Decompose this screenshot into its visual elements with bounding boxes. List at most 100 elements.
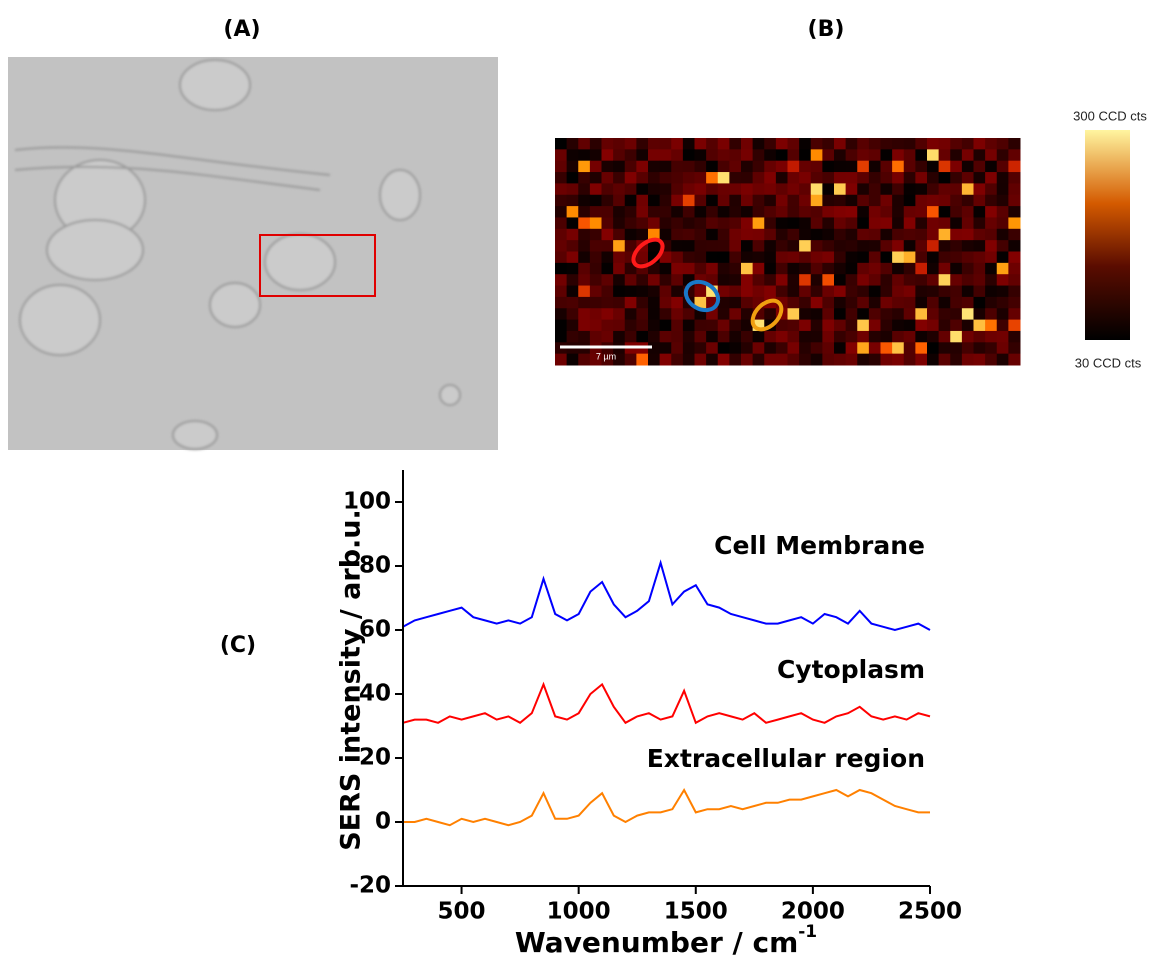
heatmap-cell [973, 330, 986, 343]
heatmap-cell [915, 274, 928, 287]
heatmap-cell [601, 240, 614, 252]
heatmap-cell [822, 183, 835, 196]
heatmap-cell [613, 206, 626, 218]
heatmap-cell [636, 206, 649, 218]
heatmap-cell [1008, 342, 1021, 355]
heatmap-cell [648, 138, 661, 150]
heatmap-cell [555, 183, 568, 196]
heatmap-cell [555, 274, 568, 287]
heatmap-cell [799, 138, 812, 150]
heatmap-cell [892, 183, 905, 196]
heatmap-cell [659, 251, 672, 264]
heatmap-cell [868, 262, 881, 275]
heatmap-cell [961, 149, 974, 162]
heatmap-cell [892, 353, 905, 366]
heatmap-cell [589, 138, 602, 150]
heatmap-cell [648, 353, 661, 366]
heatmap-cell [787, 274, 800, 287]
heatmap-cell [880, 217, 893, 230]
heatmap-cell [566, 308, 579, 321]
heatmap-cell [950, 172, 963, 184]
heatmap-cell [601, 285, 614, 298]
heatmap-cell [950, 353, 963, 366]
heatmap-cell [1008, 296, 1021, 309]
heatmap-cell [589, 172, 602, 184]
heatmap-cell [1008, 319, 1021, 332]
heatmap-cell [880, 296, 893, 309]
heatmap-cell [903, 330, 916, 343]
heatmap-cell [775, 330, 788, 343]
heatmap-cell [566, 217, 579, 230]
heatmap-cell [845, 308, 858, 321]
heatmap-cell [834, 138, 847, 150]
heatmap-cell [624, 330, 637, 343]
heatmap-cell [659, 228, 672, 241]
heatmap-cell [973, 206, 986, 218]
heatmap-cell [892, 206, 905, 218]
heatmap-cell [810, 183, 823, 196]
heatmap-cell [973, 319, 986, 332]
heatmap-cell [961, 319, 974, 332]
heatmap-cell [775, 160, 788, 173]
heatmap-cell [659, 160, 672, 173]
heatmap-cell [671, 330, 684, 343]
heatmap-cell [659, 194, 672, 207]
heatmap-cell [752, 262, 765, 275]
heatmap-cell [973, 262, 986, 275]
heatmap-cell [624, 285, 637, 298]
heatmap-cell [787, 217, 800, 230]
heatmap-cell [903, 274, 916, 287]
heatmap-cell [996, 308, 1009, 321]
heatmap-cell [985, 206, 998, 218]
heatmap-cell [857, 274, 870, 287]
heatmap-cell [996, 228, 1009, 241]
heatmap-cell [555, 285, 568, 298]
heatmap-cell [950, 308, 963, 321]
heatmap-cell [648, 172, 661, 184]
heatmap-cell [717, 183, 730, 196]
heatmap-cell [985, 330, 998, 343]
heatmap-cell [671, 160, 684, 173]
heatmap-cell [996, 353, 1009, 366]
heatmap-cell [648, 296, 661, 309]
heatmap-cell [752, 251, 765, 264]
heatmap-cell [729, 183, 742, 196]
heatmap-cell [706, 228, 719, 241]
heatmap-cell [566, 228, 579, 241]
heatmap-cell [938, 285, 951, 298]
heatmap-cell [996, 172, 1009, 184]
heatmap-cell [729, 194, 742, 207]
heatmap-cell [915, 251, 928, 264]
heatmap-cell [682, 149, 695, 162]
heatmap-cell [555, 251, 568, 264]
heatmap-cell [694, 138, 707, 150]
heatmap-cell [950, 194, 963, 207]
heatmap-cell [961, 172, 974, 184]
heatmap-cell [682, 274, 695, 287]
heatmap-cell [868, 240, 881, 252]
heatmap-cell [996, 274, 1009, 287]
heatmap-cell [764, 251, 777, 264]
heatmap-cell [973, 296, 986, 309]
heatmap-cell [810, 149, 823, 162]
heatmap-cell [752, 194, 765, 207]
heatmap-cell [892, 319, 905, 332]
heatmap-cell [752, 160, 765, 173]
heatmap-cell [868, 172, 881, 184]
heatmap-cell [566, 194, 579, 207]
heatmap-cell [880, 149, 893, 162]
heatmap-cell [589, 194, 602, 207]
heatmap-cell [717, 319, 730, 332]
heatmap-cell [682, 183, 695, 196]
heatmap-cell [973, 138, 986, 150]
heatmap-cell [985, 228, 998, 241]
heatmap-cell [938, 308, 951, 321]
heatmap-cell [822, 353, 835, 366]
heatmap-cell [648, 194, 661, 207]
heatmap-cell [729, 240, 742, 252]
heatmap-cell [729, 217, 742, 230]
heatmap-cell [752, 217, 765, 230]
heatmap-cell [636, 274, 649, 287]
heatmap-cell [996, 319, 1009, 332]
heatmap-cell [787, 240, 800, 252]
